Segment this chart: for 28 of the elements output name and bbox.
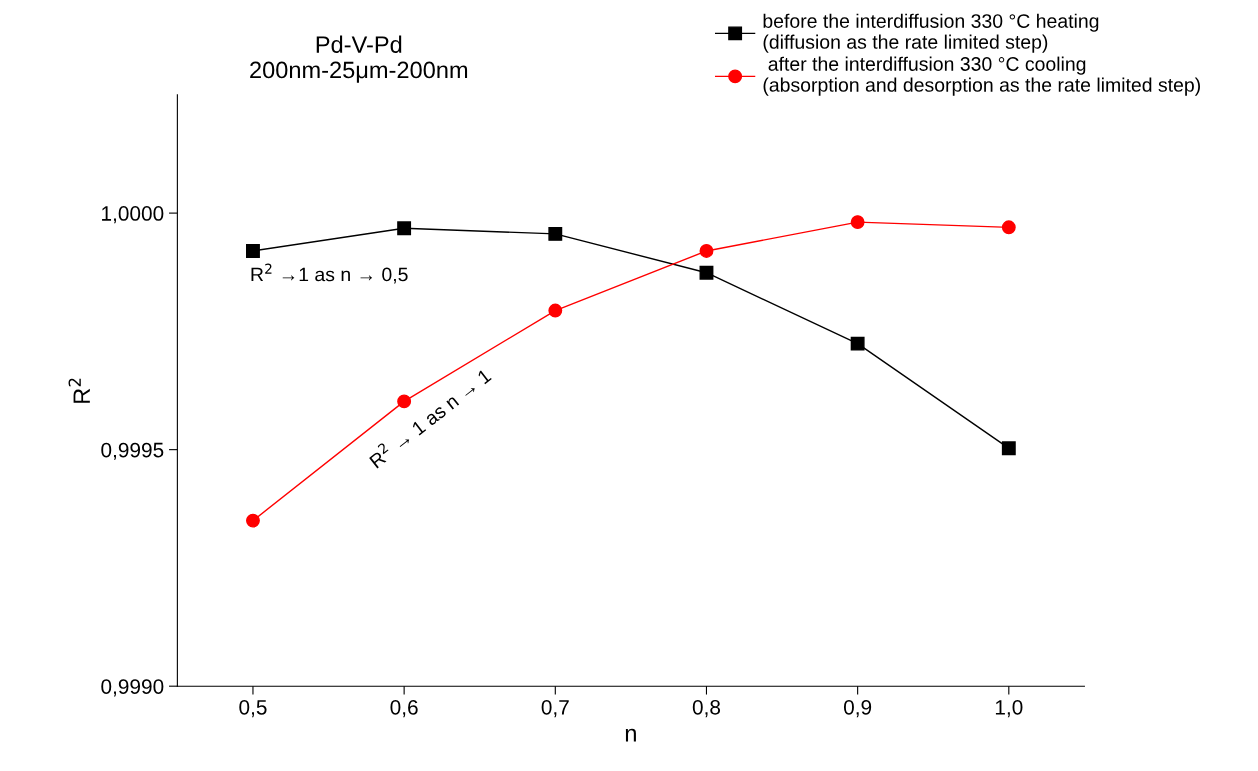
- x-tick-label: 0,9: [843, 699, 872, 718]
- y-tick-label: 0,9990: [101, 679, 164, 697]
- annotation: R$^{2}$ →1 as n → 0,5: [251, 263, 408, 284]
- legend-label: before the interdiffusion 330 °C heating (diffusion as the rate limited step): [763, 13, 1099, 53]
- y-axis-title: R$^{2}$: [68, 378, 90, 403]
- point: [1001, 441, 1016, 456]
- x-tick-label: 1,0: [995, 699, 1023, 718]
- point: [699, 265, 714, 280]
- legend-label: after the interdiffusion 330 °C cooling (absorption and desorption as the rate limited step): [763, 56, 1200, 96]
- point: [246, 244, 260, 258]
- annotation: R$^{2}$ → 1 as n → 1: [366, 365, 492, 469]
- x-tick-label: 0,7: [541, 699, 569, 718]
- y-tick-label: 0,9995: [101, 442, 164, 460]
- point: [397, 394, 412, 409]
- point: [548, 226, 563, 241]
- point: [699, 244, 714, 258]
- x-axis-title: n: [625, 728, 636, 742]
- point: [548, 303, 563, 318]
- x-tick-label: 0,8: [692, 699, 721, 718]
- x-tick-label: 0,5: [239, 699, 267, 718]
- point: [850, 215, 865, 230]
- point: [246, 513, 260, 528]
- x-tick-label: 0,6: [390, 699, 418, 718]
- y-tick-label: 1,0000: [102, 206, 164, 224]
- chart-title: Pd-V-Pd 200nm-25μm-200nm: [250, 35, 468, 83]
- point: [397, 221, 412, 236]
- point: [850, 336, 865, 351]
- point: [1001, 220, 1016, 235]
